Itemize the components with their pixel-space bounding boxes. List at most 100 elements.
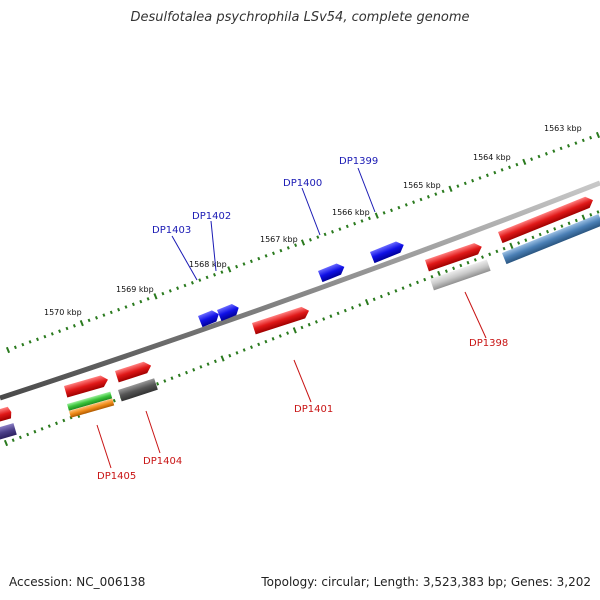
upper-track-minor-tick — [279, 248, 283, 253]
lower-track-minor-tick — [473, 258, 477, 262]
lower-track-minor-tick — [387, 291, 391, 296]
lower-track-minor-tick — [481, 255, 484, 259]
gene-label-dp1398[interactable]: DP1398 — [469, 338, 508, 349]
upper-track-minor-tick — [485, 173, 489, 178]
lower-track-major-tick — [364, 298, 370, 306]
lower-track-minor-tick — [26, 432, 30, 437]
lower-track-minor-tick — [271, 337, 275, 341]
upper-track-minor-tick — [257, 256, 261, 261]
kbp-label-1563: 1563 kbp — [544, 124, 582, 133]
upper-track-minor-tick — [397, 205, 401, 210]
upper-track-minor-tick — [13, 345, 17, 350]
lower-track-major-tick — [292, 327, 297, 334]
lower-track-minor-tick — [538, 232, 542, 237]
upper-track-minor-tick — [308, 238, 312, 242]
gene-dp1405-orange-feature[interactable] — [69, 398, 115, 418]
upper-track-major-tick — [522, 158, 527, 166]
lower-track-minor-tick — [466, 260, 470, 265]
gene-label-dp1403[interactable]: DP1403 — [152, 225, 191, 236]
upper-track-minor-tick — [272, 251, 275, 256]
lower-track-minor-tick — [177, 373, 181, 378]
upper-track-minor-tick — [28, 340, 32, 344]
lower-track-minor-tick — [574, 218, 578, 223]
gene-feature-steelblue-right[interactable] — [502, 214, 600, 265]
gene-dp1400-feature[interactable] — [318, 261, 347, 283]
lower-track-minor-tick — [235, 351, 239, 355]
lower-track-minor-tick — [517, 241, 521, 245]
lower-track-minor-tick — [40, 427, 44, 431]
upper-track-minor-tick — [213, 273, 216, 277]
map-title: Desulfotalea psychrophila LSv54, complet… — [130, 10, 470, 25]
upper-track-minor-tick — [161, 291, 165, 296]
lower-track-minor-tick — [257, 342, 261, 347]
gene-dp1405-feature[interactable] — [64, 374, 110, 398]
lower-track-minor-tick — [560, 224, 564, 228]
upper-track-minor-tick — [316, 235, 320, 239]
kbp-label-1566: 1566 kbp — [332, 208, 370, 217]
upper-track-major-tick — [448, 185, 453, 192]
gene-feature-red-right[interactable] — [498, 195, 595, 244]
leader-line-dp1404 — [145, 410, 161, 454]
lower-track-minor-tick — [444, 269, 448, 273]
lower-track-minor-tick — [416, 280, 419, 285]
upper-track-minor-tick — [419, 197, 423, 202]
gene-feature-red-left-edge[interactable] — [0, 406, 13, 424]
lower-track-minor-tick — [228, 353, 232, 358]
gene-label-dp1401[interactable]: DP1401 — [294, 404, 333, 415]
gene-label-dp1399[interactable]: DP1399 — [339, 156, 378, 167]
upper-track-minor-tick — [249, 259, 253, 264]
gene-dp1399-feature[interactable] — [370, 239, 406, 264]
gene-label-dp1404[interactable]: DP1404 — [143, 456, 182, 467]
upper-track-minor-tick — [109, 310, 113, 315]
lower-track-minor-tick — [250, 345, 253, 349]
lower-track-minor-tick — [278, 334, 282, 338]
upper-track-minor-tick — [552, 149, 556, 153]
gene-dp1401-feature[interactable] — [252, 305, 311, 335]
upper-track-minor-tick — [220, 270, 224, 274]
lower-track-minor-tick — [423, 277, 427, 282]
lower-track-minor-tick — [351, 306, 354, 310]
gene-dp1404-feature[interactable] — [115, 360, 153, 383]
lower-track-minor-tick — [546, 229, 549, 234]
gene-dp1402-feature[interactable] — [217, 302, 241, 322]
upper-track-minor-tick — [331, 230, 334, 234]
kbp-label-1568: 1568 kbp — [189, 260, 227, 269]
gene-dp1404-track-feature[interactable] — [118, 378, 158, 402]
upper-track-minor-tick — [471, 178, 475, 183]
lower-track-minor-tick — [567, 221, 571, 226]
upper-track-minor-tick — [36, 337, 39, 342]
upper-track-minor-tick — [493, 170, 497, 175]
gene-dp1403-feature[interactable] — [198, 309, 221, 328]
gene-dp1398-track-feature[interactable] — [430, 259, 491, 291]
upper-track-minor-tick — [345, 224, 349, 229]
topology-summary-text: Topology: circular; Length: 3,523,383 bp… — [261, 575, 591, 589]
upper-track-minor-tick — [456, 184, 460, 188]
upper-track-minor-tick — [235, 264, 239, 269]
lower-track-minor-tick — [553, 227, 557, 231]
gene-dp1398-feature[interactable] — [425, 241, 484, 272]
upper-track-minor-tick — [574, 141, 578, 145]
gene-features — [0, 195, 600, 442]
lower-track-minor-tick — [495, 249, 499, 254]
lower-track-minor-tick — [112, 398, 116, 403]
gene-label-dp1405[interactable]: DP1405 — [97, 471, 136, 482]
lower-track-minor-tick — [524, 238, 528, 242]
gene-feature-purple-left-edge[interactable] — [0, 423, 17, 442]
upper-track-major-tick — [227, 266, 232, 273]
accession-text: Accession: NC_006138 — [9, 575, 146, 589]
upper-track-minor-tick — [117, 307, 121, 312]
lower-track-minor-tick — [62, 418, 66, 423]
upper-track-minor-tick — [124, 305, 128, 309]
leader-line-dp1398 — [464, 291, 487, 339]
upper-track-minor-tick — [72, 324, 76, 328]
gene-label-dp1400[interactable]: DP1400 — [283, 178, 322, 189]
upper-track-minor-tick — [43, 334, 47, 339]
genome-backbone — [0, 180, 600, 401]
gene-dp1405-green-feature[interactable] — [67, 391, 113, 411]
lower-track-major-tick — [3, 439, 9, 447]
upper-track-minor-tick — [205, 275, 209, 280]
lower-track-minor-tick — [372, 297, 376, 302]
gene-label-dp1402[interactable]: DP1402 — [192, 211, 231, 222]
upper-track-minor-tick — [544, 152, 548, 156]
lower-track-minor-tick — [394, 289, 398, 293]
